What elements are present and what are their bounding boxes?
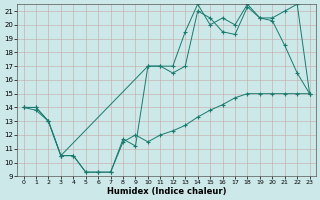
X-axis label: Humidex (Indice chaleur): Humidex (Indice chaleur) — [107, 187, 226, 196]
